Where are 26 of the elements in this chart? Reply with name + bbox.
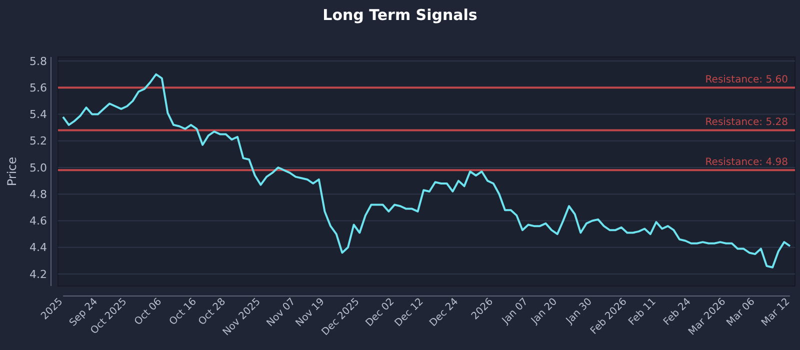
chart-title: Long Term Signals	[322, 6, 478, 24]
y-tick-label: 4.6	[30, 214, 47, 228]
ref-line-label: Resistance: 4.98	[705, 157, 788, 168]
x-tick-label: Jan 07	[500, 296, 530, 327]
x-tick-label: Feb 11	[626, 296, 658, 328]
y-tick-label: 4.8	[30, 188, 47, 201]
x-tick-label: Dec 24	[428, 296, 461, 330]
x-tick-label: Oct 28	[196, 296, 228, 328]
y-axis-title: Price	[5, 156, 19, 186]
x-tick-label: Jan 30	[564, 296, 594, 327]
x-tick-label: Oct 16	[168, 296, 199, 328]
x-tick-label: Mar 06	[724, 296, 758, 329]
x-tick-label: Mar 12	[760, 296, 792, 329]
x-tick-label: Dec 12	[393, 296, 426, 330]
y-tick-label: 5.2	[30, 134, 47, 148]
x-tick-label: Jan 20	[528, 296, 560, 327]
line-series	[62, 73, 791, 268]
ref-line-label: Resistance: 5.28	[705, 117, 788, 128]
y-tick-label: 5.8	[30, 54, 47, 68]
x-tick-label: Oct 06	[132, 296, 164, 328]
y-tick-label: 5.6	[30, 81, 47, 94]
y-tick-label: 5.0	[30, 161, 47, 174]
y-tick-label: 4.2	[30, 268, 47, 281]
y-tick-label: 5.4	[30, 108, 47, 122]
y-tick-label: 4.4	[30, 241, 47, 254]
ref-line-label: Resistance: 5.60	[705, 74, 788, 86]
